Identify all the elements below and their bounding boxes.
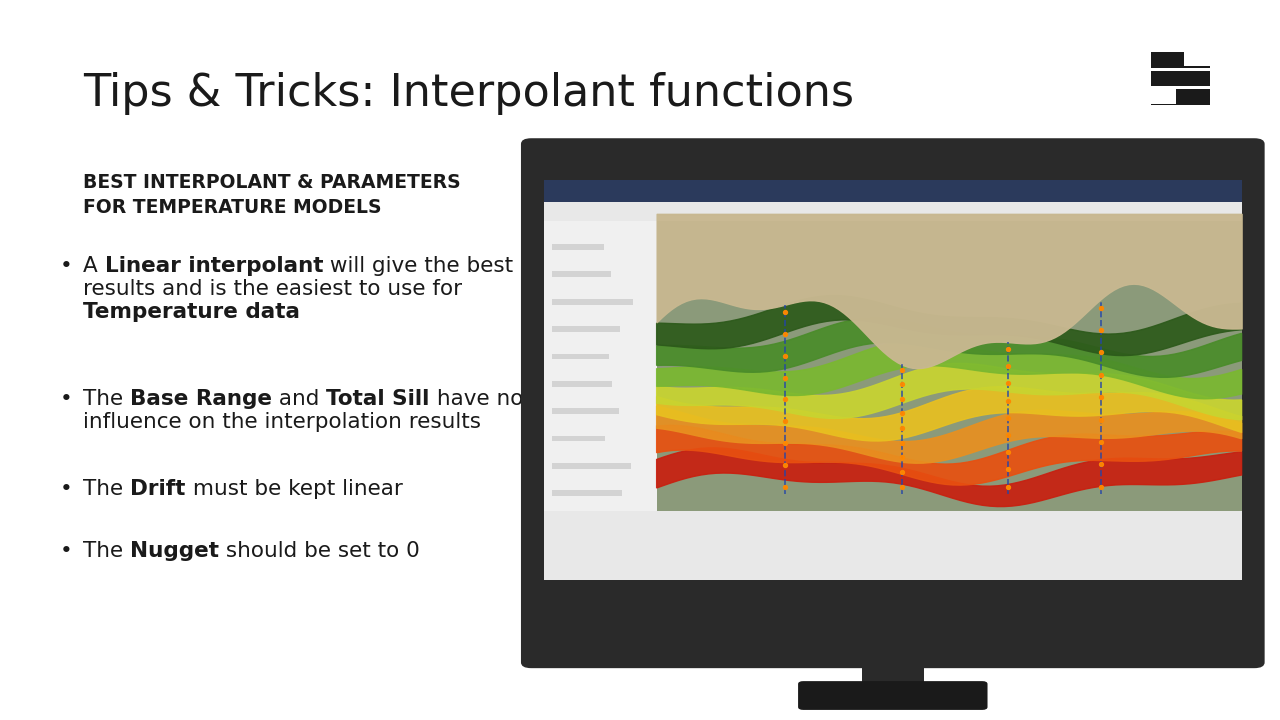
Point [776, 481, 796, 492]
Point [776, 394, 796, 405]
Point [776, 372, 796, 383]
Point [892, 467, 913, 478]
FancyBboxPatch shape [863, 659, 924, 686]
Point [997, 481, 1018, 492]
Point [892, 423, 913, 434]
FancyBboxPatch shape [552, 381, 618, 387]
FancyBboxPatch shape [544, 511, 1242, 580]
Text: •: • [60, 479, 73, 499]
Point [1091, 414, 1111, 426]
Point [1091, 436, 1111, 448]
Point [892, 379, 913, 390]
FancyBboxPatch shape [552, 545, 626, 551]
Point [1091, 392, 1111, 403]
FancyBboxPatch shape [1151, 71, 1210, 86]
Point [997, 361, 1018, 372]
Point [997, 464, 1018, 475]
Text: The: The [83, 479, 131, 499]
FancyBboxPatch shape [552, 490, 623, 496]
Point [776, 328, 796, 340]
Text: A: A [83, 256, 105, 276]
Point [1091, 325, 1111, 336]
Text: and: and [273, 389, 326, 409]
FancyBboxPatch shape [544, 221, 657, 580]
FancyBboxPatch shape [552, 408, 625, 414]
FancyBboxPatch shape [552, 299, 609, 305]
FancyBboxPatch shape [552, 326, 618, 332]
Point [776, 306, 796, 318]
Text: Tips & Tricks: Interpolant functions: Tips & Tricks: Interpolant functions [83, 72, 854, 115]
FancyBboxPatch shape [552, 463, 630, 469]
Text: Temperature data: Temperature data [83, 302, 301, 322]
Point [1091, 369, 1111, 381]
Point [892, 481, 913, 492]
Point [892, 451, 913, 463]
Point [1091, 459, 1111, 470]
FancyBboxPatch shape [657, 221, 1242, 511]
Text: •: • [60, 256, 73, 276]
Point [892, 364, 913, 375]
Point [892, 393, 913, 405]
Point [997, 378, 1018, 390]
Polygon shape [657, 295, 1242, 356]
Point [776, 350, 796, 361]
Text: Linear interpolant: Linear interpolant [105, 256, 324, 276]
FancyBboxPatch shape [521, 138, 1265, 668]
Text: should be set to 0: should be set to 0 [219, 541, 420, 562]
Polygon shape [657, 364, 1242, 420]
Text: The: The [83, 541, 131, 562]
FancyBboxPatch shape [544, 180, 1242, 202]
Point [776, 415, 796, 427]
Polygon shape [657, 406, 1242, 463]
Text: have no: have no [430, 389, 524, 409]
Text: Drift: Drift [131, 479, 186, 499]
Text: Total Sill: Total Sill [326, 389, 430, 409]
Text: BEST INTERPOLANT & PARAMETERS
FOR TEMPERATURE MODELS: BEST INTERPOLANT & PARAMETERS FOR TEMPER… [83, 173, 461, 217]
Polygon shape [657, 387, 1242, 441]
FancyBboxPatch shape [552, 244, 604, 250]
Point [892, 437, 913, 449]
Text: must be kept linear: must be kept linear [186, 479, 402, 499]
Text: Base Range: Base Range [131, 389, 273, 409]
Polygon shape [657, 426, 1242, 485]
FancyBboxPatch shape [552, 436, 616, 441]
Text: The: The [83, 389, 131, 409]
Text: Nugget: Nugget [131, 541, 219, 562]
Point [776, 437, 796, 449]
FancyBboxPatch shape [552, 518, 607, 523]
FancyBboxPatch shape [1148, 88, 1176, 104]
FancyBboxPatch shape [552, 271, 630, 277]
Point [997, 446, 1018, 458]
Point [892, 408, 913, 419]
Text: will give the best: will give the best [324, 256, 513, 276]
Polygon shape [657, 341, 1242, 399]
Point [997, 429, 1018, 441]
Point [1091, 347, 1111, 359]
FancyBboxPatch shape [1151, 52, 1210, 68]
FancyBboxPatch shape [799, 681, 988, 710]
FancyBboxPatch shape [544, 180, 1242, 580]
Point [997, 412, 1018, 423]
Point [997, 343, 1018, 355]
Text: •: • [60, 541, 73, 562]
Point [1091, 302, 1111, 313]
Point [776, 459, 796, 471]
FancyBboxPatch shape [544, 202, 1242, 221]
Polygon shape [657, 318, 1242, 377]
FancyBboxPatch shape [1151, 89, 1210, 105]
Text: influence on the interpolation results: influence on the interpolation results [83, 412, 481, 432]
Polygon shape [657, 448, 1242, 507]
FancyBboxPatch shape [552, 354, 622, 359]
FancyBboxPatch shape [1184, 50, 1212, 66]
Point [997, 395, 1018, 406]
Point [1091, 481, 1111, 492]
Text: results and is the easiest to use for: results and is the easiest to use for [83, 279, 462, 299]
Text: •: • [60, 389, 73, 409]
